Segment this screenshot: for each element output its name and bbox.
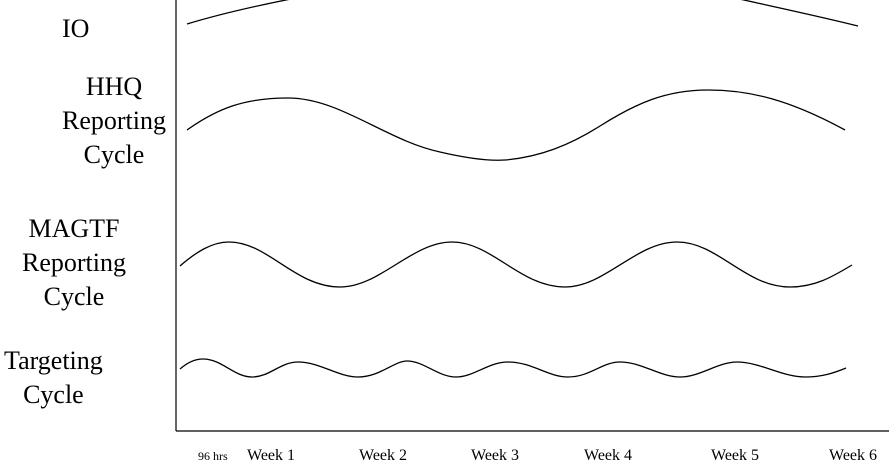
hhq-label-line-1: HHQ	[85, 72, 143, 101]
magtf-label-line-3: Cycle	[43, 282, 105, 311]
x-tick-96hrs: 96 hrs	[198, 449, 228, 463]
hhq-label-line-2: Reporting	[62, 106, 166, 135]
x-tick-week-6: Week 6	[829, 447, 878, 464]
io-curve-left	[186, 0, 290, 25]
magtf-label-line-1: MAGTF	[28, 214, 120, 243]
hhq-label-line-3: Cycle	[83, 140, 145, 169]
x-tick-week-5: Week 5	[711, 447, 760, 464]
magtf-label-line-2: Reporting	[22, 248, 126, 277]
magtf-cycle-curve	[179, 241, 853, 288]
io-label: IO	[62, 12, 89, 46]
io-curve-right	[740, 0, 859, 27]
targeting-label-line-2: Cycle	[23, 380, 84, 409]
targeting-cycle-label: Targeting Cycle	[4, 344, 103, 412]
magtf-reporting-cycle-label: MAGTF Reporting Cycle	[22, 212, 126, 314]
targeting-cycle-curve	[179, 358, 847, 378]
io-label-line: IO	[62, 14, 90, 43]
hhq-cycle-curve	[186, 89, 846, 161]
x-tick-week-1: Week 1	[247, 447, 296, 464]
x-tick-week-3: Week 3	[471, 447, 520, 464]
hhq-reporting-cycle-label: HHQ Reporting Cycle	[62, 70, 166, 172]
x-tick-week-4: Week 4	[584, 447, 633, 464]
x-tick-week-2: Week 2	[359, 447, 408, 464]
targeting-label-line-1: Targeting	[4, 346, 103, 375]
